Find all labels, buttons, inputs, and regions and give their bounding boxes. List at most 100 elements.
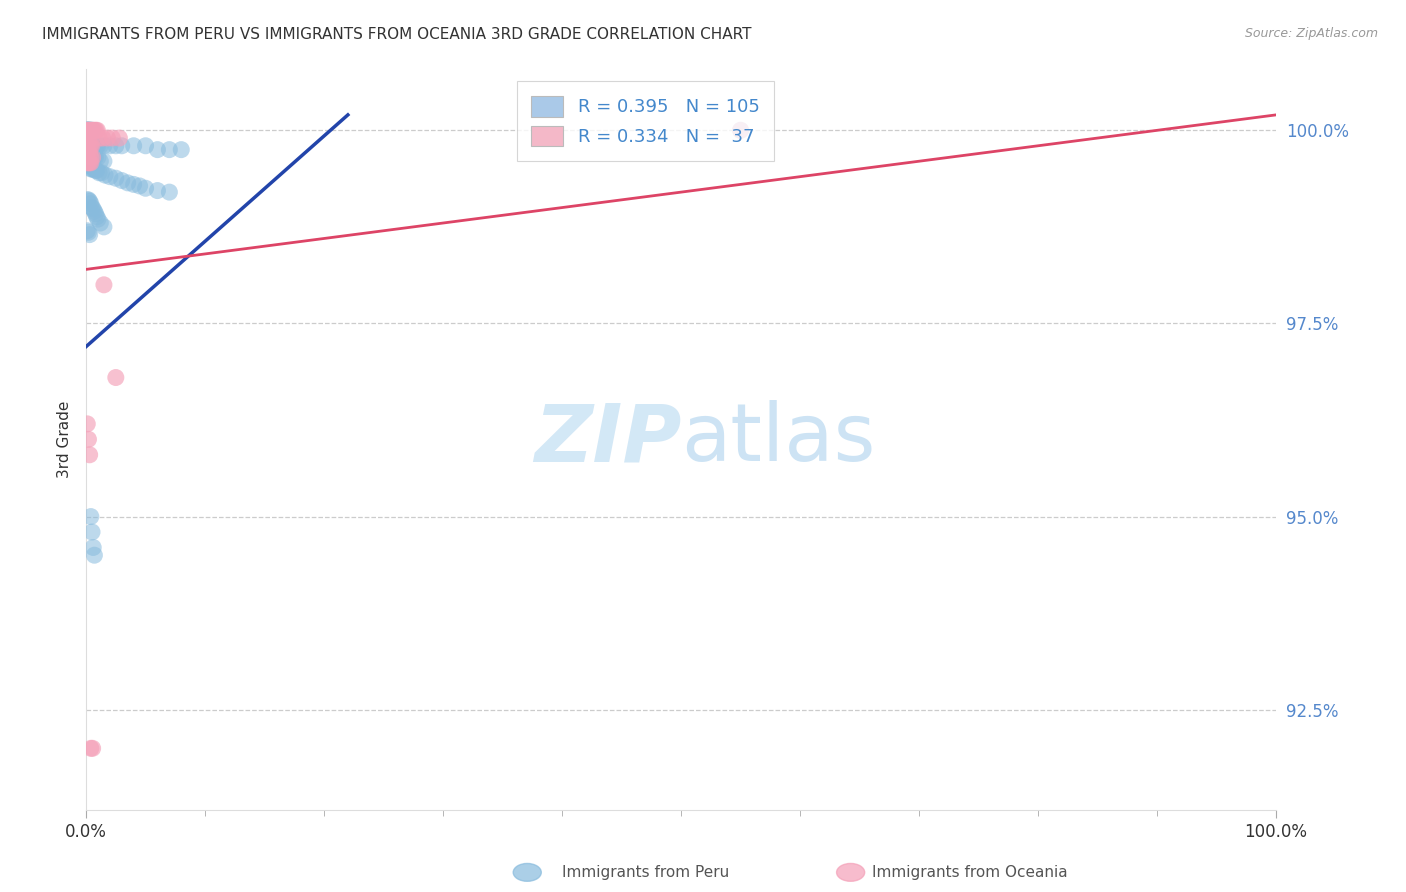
Point [82, 138, 104, 153]
Point [80, 138, 103, 153]
Point [87, 138, 110, 153]
Point [128, 178, 150, 193]
Point [122, 178, 145, 192]
Point [80, 123, 103, 137]
Point [77, 193, 100, 207]
Point [84, 163, 107, 178]
Point [79, 194, 101, 209]
Point [80, 123, 103, 137]
Point [135, 181, 157, 195]
Text: Immigrants from Oceania: Immigrants from Oceania [872, 865, 1067, 880]
Text: Source: ZipAtlas.com: Source: ZipAtlas.com [1244, 27, 1378, 40]
Y-axis label: 3rd Grade: 3rd Grade [58, 401, 72, 478]
Point [117, 176, 139, 190]
Point [77, 123, 100, 137]
Point [80, 138, 103, 153]
Point [77, 138, 100, 153]
Point [86, 123, 108, 137]
Point [82, 138, 104, 153]
Point [104, 138, 127, 153]
Point [93, 277, 115, 292]
Point [122, 138, 145, 153]
Point [146, 184, 169, 198]
Point [80, 123, 103, 137]
Point [76, 146, 98, 161]
Point [79, 448, 101, 462]
Point [77, 135, 100, 149]
Point [104, 370, 127, 384]
Point [76, 146, 98, 161]
Point [82, 541, 104, 555]
Point [77, 123, 100, 137]
Point [77, 146, 100, 161]
Point [77, 123, 100, 137]
Point [76, 123, 98, 137]
Point [86, 163, 108, 178]
Point [79, 146, 101, 161]
Point [79, 158, 101, 172]
Point [77, 433, 100, 447]
Point [79, 123, 101, 137]
Point [80, 524, 103, 539]
Point [98, 169, 121, 184]
Point [77, 158, 100, 172]
Point [79, 138, 101, 153]
Point [79, 131, 101, 145]
Point [76, 123, 98, 137]
Point [157, 143, 180, 157]
Point [730, 123, 752, 137]
Point [80, 196, 103, 211]
Point [82, 741, 104, 756]
Point [76, 224, 98, 238]
Point [76, 154, 98, 169]
Point [80, 123, 103, 137]
Point [80, 161, 103, 176]
Point [79, 135, 101, 149]
Point [76, 154, 98, 169]
Point [79, 131, 101, 145]
Point [76, 417, 98, 431]
Point [101, 131, 124, 145]
Point [89, 131, 111, 145]
Point [80, 155, 103, 169]
Point [76, 123, 98, 137]
Point [76, 138, 98, 153]
Point [730, 123, 752, 137]
Point [86, 210, 108, 224]
Point [80, 509, 103, 524]
Point [83, 150, 105, 164]
Point [89, 138, 111, 153]
Point [98, 138, 121, 153]
Point [80, 146, 103, 161]
Point [80, 201, 103, 215]
Point [86, 138, 108, 153]
Point [111, 173, 134, 187]
Point [80, 150, 103, 164]
Point [82, 161, 104, 176]
Point [80, 146, 103, 161]
Point [77, 123, 100, 137]
Point [76, 154, 98, 169]
Point [87, 212, 110, 227]
Point [83, 548, 105, 562]
Point [82, 202, 104, 216]
Point [76, 131, 98, 145]
Point [77, 158, 100, 172]
Point [79, 123, 101, 137]
Point [135, 138, 157, 153]
Point [111, 138, 134, 153]
Point [76, 193, 98, 207]
Point [83, 161, 105, 176]
Point [104, 171, 127, 186]
Point [82, 150, 104, 164]
Point [83, 138, 105, 153]
Point [93, 138, 115, 153]
Point [108, 131, 131, 145]
Text: Immigrants from Peru: Immigrants from Peru [562, 865, 730, 880]
Point [93, 154, 115, 169]
Point [76, 123, 98, 137]
Point [84, 123, 107, 137]
Point [146, 143, 169, 157]
Point [79, 138, 101, 153]
Point [76, 131, 98, 145]
